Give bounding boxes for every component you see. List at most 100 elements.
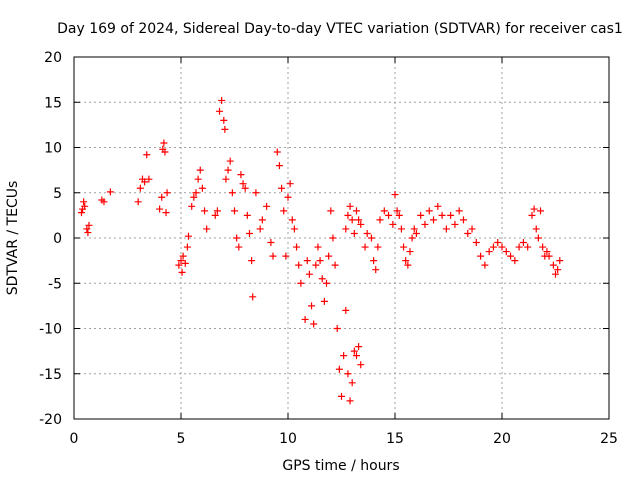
data-point	[528, 211, 536, 219]
data-point	[239, 180, 247, 188]
data-point	[327, 207, 335, 215]
data-point	[286, 180, 294, 188]
y-tick-label: 5	[53, 186, 62, 202]
data-point	[198, 184, 206, 192]
data-point	[397, 225, 405, 233]
x-tick-label: 25	[600, 431, 618, 447]
data-point	[468, 225, 476, 233]
data-point	[472, 239, 480, 247]
data-point	[363, 229, 371, 237]
data-point	[451, 220, 459, 228]
data-point	[447, 211, 455, 219]
data-point	[178, 268, 186, 276]
data-point	[320, 297, 328, 305]
data-point	[325, 252, 333, 260]
data-point	[346, 202, 354, 210]
data-point	[293, 243, 301, 251]
y-tick-label: -10	[39, 322, 62, 338]
data-point	[295, 261, 303, 269]
data-point	[245, 229, 253, 237]
y-tick-label: 15	[44, 95, 62, 111]
y-tick-label: -15	[39, 367, 62, 383]
data-point	[141, 178, 149, 186]
data-point	[297, 279, 305, 287]
data-point	[84, 229, 92, 237]
data-point	[100, 198, 108, 206]
data-point	[308, 302, 316, 310]
data-point	[352, 352, 360, 360]
data-points	[77, 96, 564, 405]
data-point	[340, 352, 348, 360]
data-point	[192, 189, 200, 197]
data-point	[226, 157, 234, 165]
data-point	[485, 248, 493, 256]
data-point	[218, 96, 226, 104]
data-point	[534, 234, 542, 242]
data-point	[376, 216, 384, 224]
data-point	[241, 184, 249, 192]
data-point	[421, 220, 429, 228]
data-point	[224, 166, 232, 174]
data-point	[352, 207, 360, 215]
data-point	[288, 216, 296, 224]
data-point	[406, 248, 414, 256]
data-point	[346, 397, 354, 405]
data-point	[136, 184, 144, 192]
data-point	[393, 207, 401, 215]
data-point	[400, 243, 408, 251]
data-point	[357, 361, 365, 369]
data-point	[361, 243, 369, 251]
data-point	[161, 148, 169, 156]
data-point	[160, 139, 168, 147]
data-point	[342, 225, 350, 233]
data-point	[507, 252, 515, 260]
data-point	[305, 270, 313, 278]
data-point	[275, 162, 283, 170]
data-point	[181, 259, 189, 267]
data-point	[162, 209, 170, 217]
data-point	[455, 207, 463, 215]
data-point	[145, 175, 153, 183]
data-point	[464, 229, 472, 237]
data-point	[329, 234, 337, 242]
data-point	[77, 209, 85, 217]
y-tick-label: -5	[48, 276, 62, 292]
data-point	[338, 392, 345, 400]
data-point	[203, 225, 211, 233]
data-point	[267, 239, 275, 247]
data-point	[233, 234, 241, 242]
data-point	[417, 211, 425, 219]
data-point	[256, 225, 264, 233]
data-point	[498, 243, 506, 251]
y-tick-label: 10	[44, 141, 62, 157]
data-point	[80, 198, 88, 206]
data-point	[344, 370, 352, 378]
data-point	[350, 347, 358, 355]
data-point	[438, 211, 446, 219]
data-point	[301, 315, 309, 323]
data-point	[163, 189, 171, 197]
data-point	[310, 320, 318, 328]
data-point	[442, 225, 450, 233]
x-tick-label: 0	[70, 431, 79, 447]
data-point	[530, 205, 538, 213]
x-axis-label: GPS time / hours	[282, 458, 399, 474]
data-point	[316, 257, 324, 265]
data-point	[554, 266, 562, 274]
data-point	[408, 234, 416, 242]
data-point	[216, 107, 224, 115]
y-tick-label: 0	[53, 231, 62, 247]
data-point	[380, 207, 388, 215]
data-point	[243, 211, 251, 219]
y-tick-label: -20	[39, 412, 62, 428]
data-point	[410, 225, 418, 233]
data-point	[282, 252, 290, 260]
x-tick-label: 5	[177, 431, 186, 447]
data-point	[231, 207, 238, 215]
data-point	[312, 261, 320, 269]
data-point	[318, 275, 326, 283]
data-point	[355, 216, 363, 224]
data-point	[235, 243, 243, 251]
data-point	[190, 193, 198, 201]
